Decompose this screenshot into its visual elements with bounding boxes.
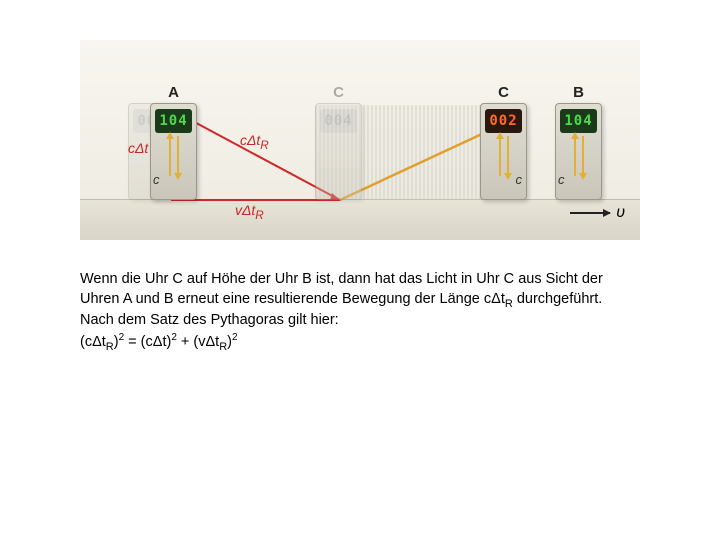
label-v-dtR: vΔtR: [235, 202, 264, 222]
clock-c-start: C 004: [315, 103, 362, 200]
label-c-dt: cΔtcΔt: [128, 140, 148, 156]
light-arrows-a: [165, 136, 183, 186]
light-arrows-c: [495, 136, 513, 186]
c-label-c: c: [516, 172, 523, 187]
c-label-a: c: [153, 172, 160, 187]
label-c-dtR: cΔtR: [240, 132, 269, 152]
caption-text: Wenn die Uhr C auf Höhe der Uhr B ist, d…: [80, 270, 640, 354]
velocity-arrow: υ: [570, 204, 625, 222]
clock-c-end-display: 002: [485, 109, 522, 133]
light-arrows-b: [570, 136, 588, 186]
c-label-b: c: [558, 172, 565, 187]
clock-b-display: 104: [560, 109, 597, 133]
relativity-diagram: 004 A 104 c C 004 C 002 c B 104 c: [80, 40, 640, 240]
clock-c-start-label: C: [316, 84, 361, 101]
ground-plane: [80, 199, 640, 240]
caption-line3a: Länge cΔtR: [440, 291, 513, 307]
caption-equation: (cΔtR)2 = (cΔt)2 + (vΔtR)2: [80, 334, 238, 350]
clock-a-label: A: [151, 84, 196, 101]
clock-a-display: 104: [155, 109, 192, 133]
clock-c-start-display: 004: [320, 109, 357, 133]
clock-c-end: C 002 c: [480, 103, 527, 200]
clock-b: B 104 c: [555, 103, 602, 200]
clock-c-end-label: C: [481, 84, 526, 101]
caption-line1: Wenn die Uhr C auf Höhe der Uhr B ist, d…: [80, 271, 514, 287]
clock-b-label: B: [556, 84, 601, 101]
clock-a: A 104 c: [150, 103, 197, 200]
velocity-symbol: υ: [616, 204, 625, 221]
